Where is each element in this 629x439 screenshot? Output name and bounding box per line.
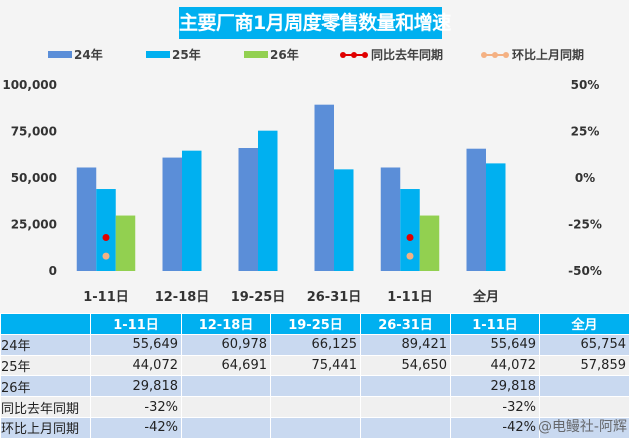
table-header: 26-31日 [361,314,451,335]
y-tick-label: 75,000 [11,125,57,139]
row-label: 25年 [1,355,91,376]
bar-26年 [116,216,136,271]
bar-25年 [182,151,202,271]
table-cell: -42% [451,417,540,438]
y-tick-label: 100,000 [2,78,57,92]
table-header: 19-25日 [271,314,361,335]
table-cell [361,376,451,397]
table-cell [271,376,361,397]
bar-24年 [467,149,487,271]
row-label: 同比去年同期 [1,397,91,418]
table-cell [182,397,271,418]
bar-24年 [381,167,401,271]
table-cell: 65,754 [540,334,629,355]
table-cell [271,397,361,418]
bar-26年 [420,216,440,271]
point-同比去年同期 [103,234,110,241]
row-label: 26年 [1,376,91,397]
table-cell: 55,649 [91,334,182,355]
table-cell: 44,072 [451,355,540,376]
y-tick-label: 25,000 [11,218,57,232]
watermark: @电鳗社-阿辉 [538,416,627,436]
table-row: 环比上月同期-42%-42% [1,417,629,438]
table-header: 全月 [540,314,629,335]
table-header [1,314,91,335]
table-header-row: 1-11日 12-18日 19-25日 26-31日 1-11日 全月 [1,314,629,335]
table-header: 1-11日 [91,314,182,335]
table-cell: 89,421 [361,334,451,355]
x-tick-label: 19-25日 [231,290,286,305]
point-环比上月同期 [103,253,110,260]
table-cell [361,397,451,418]
table-cell: 54,650 [361,355,451,376]
table-cell: 60,978 [182,334,271,355]
table-cell: 64,691 [182,355,271,376]
table-cell: -42% [91,417,182,438]
bar-25年 [486,163,506,271]
table-row: 同比去年同期-32%-32% [1,397,629,418]
table-cell [182,376,271,397]
bar-25年 [258,131,278,271]
y2-tick-label: 0% [575,171,595,185]
y2-tick-label: -25% [568,218,602,232]
table-header: 1-11日 [451,314,540,335]
x-tick-label: 12-18日 [155,290,210,305]
y2-tick-label: 25% [571,125,600,139]
bar-24年 [77,167,97,271]
table-cell: 55,649 [451,334,540,355]
row-label: 环比上月同期 [1,417,91,438]
y2-tick-label: 50% [571,78,600,92]
table-cell [361,417,451,438]
bar-24年 [163,158,183,271]
y2-tick-label: -50% [568,264,602,278]
table-cell: 44,072 [91,355,182,376]
bar-24年 [315,105,335,271]
table-cell [182,417,271,438]
table-cell: -32% [91,397,182,418]
table-cell: 29,818 [91,376,182,397]
x-tick-label: 全月 [472,289,499,305]
table-cell: 57,859 [540,355,629,376]
table-cell: 75,441 [271,355,361,376]
point-环比上月同期 [407,253,414,260]
table-cell: 29,818 [451,376,540,397]
table-cell [271,417,361,438]
table-cell: -32% [451,397,540,418]
bar-chart: 0 25,000 50,000 75,000 100,000 -50% -25% 0% 25% 5… [0,0,629,312]
x-tick-label: 1-11日 [387,290,433,305]
bar-24年 [239,148,259,271]
table-cell: 66,125 [271,334,361,355]
x-tick-label: 26-31日 [307,290,362,305]
bar-25年 [334,169,354,271]
x-tick-label: 1-11日 [83,290,129,305]
table-cell [540,376,629,397]
table-cell [540,397,629,418]
row-label: 24年 [1,334,91,355]
y-tick-label: 50,000 [11,171,57,185]
table-header: 12-18日 [182,314,271,335]
point-同比去年同期 [407,234,414,241]
y-tick-label: 0 [49,264,57,278]
